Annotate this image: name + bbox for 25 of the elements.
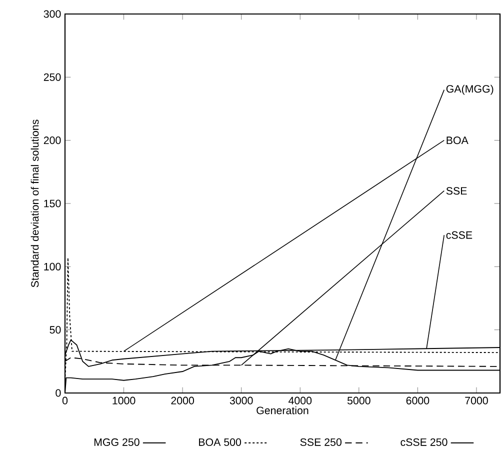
x-tick-label: 6000 [406,396,430,404]
legend-label: SSE 250 [300,438,342,446]
y-tick-label: 200 [44,136,61,144]
legend-label: cSSE 250 [400,438,448,446]
legend-label: BOA 500 [199,438,242,446]
x-tick-label: 4000 [288,396,312,404]
y-tick-label: 300 [44,10,61,18]
y-axis-title: Standard deviation of final solutions [30,120,39,288]
y-tick-label: 100 [44,262,61,270]
x-tick-label: 3000 [230,396,253,404]
x-tick-label: 2000 [171,396,194,404]
y-tick-label: 150 [44,200,61,208]
annotation: cSSE [446,231,472,239]
annotation: GA(MGG) [446,84,494,95]
y-tick-label: 250 [44,73,61,81]
x-tick-label: 7000 [465,396,488,404]
x-tick-label: 0 [62,396,68,404]
y-tick-label: 0 [56,389,61,397]
legend-label: MGG 250 [94,438,140,446]
annotation: SSE [446,187,467,195]
y-tick-label: 50 [50,326,61,334]
x-axis-title: Generation [256,406,308,414]
annotation: BOA [446,136,468,144]
x-tick-label: 1000 [112,396,136,404]
x-tick-label: 5000 [347,396,370,404]
